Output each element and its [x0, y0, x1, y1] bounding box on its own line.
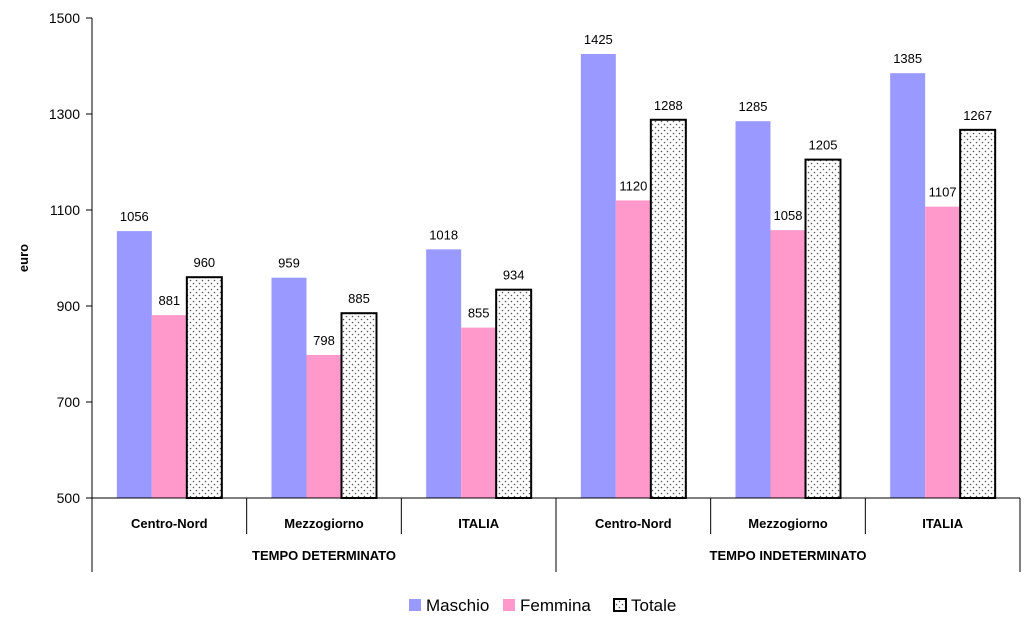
data-label: 1058	[774, 208, 803, 223]
bar-totale	[649, 118, 687, 499]
category-label: Centro-Nord	[131, 516, 208, 531]
data-label: 1056	[120, 209, 149, 224]
data-label: 1205	[809, 138, 838, 153]
bar-femmina	[306, 354, 342, 498]
data-label: 1267	[963, 108, 992, 123]
legend-swatch-femmina	[503, 599, 515, 611]
data-label: 1425	[584, 32, 613, 47]
bar-maschio	[580, 54, 616, 498]
data-label: 1120	[619, 178, 647, 193]
data-label: 855	[468, 306, 490, 321]
legend-label: Maschio	[426, 596, 489, 615]
bar-maschio	[116, 231, 152, 498]
data-labels: 1056 881 960 959 798 885 1018 855 934 1425 1120 128…	[120, 32, 992, 348]
bar-femmina	[615, 200, 651, 498]
bar-totale	[185, 276, 223, 500]
bar-maschio	[426, 249, 462, 498]
data-label: 1285	[739, 99, 768, 114]
bar-femmina	[151, 315, 187, 498]
bar-maschio	[271, 277, 307, 498]
group-label: TEMPO DETERMINATO	[252, 548, 396, 563]
data-label: 885	[348, 291, 370, 306]
y-tick-label: 500	[57, 490, 81, 506]
bar-femmina	[461, 327, 497, 498]
legend-label: Femmina	[520, 596, 591, 615]
bar-femmina	[770, 230, 806, 498]
data-label: 881	[158, 293, 180, 308]
y-tick-label: 700	[57, 394, 81, 410]
bar-totale	[340, 312, 378, 500]
category-label: Mezzogiorno	[748, 516, 827, 531]
data-label: 798	[313, 333, 335, 348]
bar-maschio	[890, 73, 926, 498]
bar-femmina	[925, 206, 961, 498]
data-label: 1385	[893, 51, 922, 66]
legend-swatch-maschio	[409, 599, 421, 611]
y-tick-label: 1100	[50, 202, 80, 218]
data-label: 934	[503, 268, 525, 283]
data-label: 960	[193, 255, 215, 270]
category-label: Centro-Nord	[595, 516, 672, 531]
legend-label: Totale	[631, 596, 676, 615]
bar-totale	[959, 128, 997, 499]
y-axis-title: euro	[16, 244, 31, 272]
y-axis: 500 700 900 1100 1300 1500	[49, 10, 93, 506]
y-tick-label: 1300	[49, 106, 80, 122]
y-tick-label: 1500	[49, 10, 80, 26]
category-label: Mezzogiorno	[284, 516, 363, 531]
data-label: 1288	[654, 98, 683, 113]
bar-totale	[495, 288, 533, 499]
legend: Maschio Femmina Totale	[409, 596, 676, 615]
group-label: TEMPO INDETERMINATO	[710, 548, 867, 563]
data-label: 959	[278, 256, 300, 271]
bar-totale	[804, 158, 842, 499]
data-label: 1018	[429, 227, 458, 242]
legend-swatch-totale	[613, 598, 627, 612]
bars	[116, 54, 997, 500]
category-label: ITALIA	[922, 516, 964, 531]
data-label: 1107	[929, 185, 957, 200]
bar-maschio	[735, 121, 771, 498]
category-label: ITALIA	[458, 516, 500, 531]
y-tick-label: 900	[57, 298, 81, 314]
x-axis: Centro-Nord Mezzogiorno ITALIA Centro-Nord M…	[91, 497, 1021, 572]
